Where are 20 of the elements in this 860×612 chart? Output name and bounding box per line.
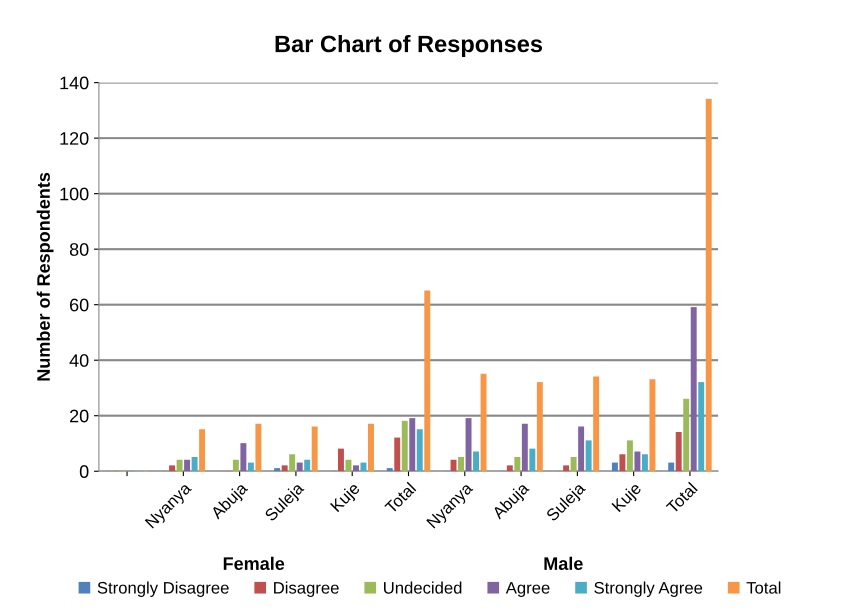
text: Male	[544, 556, 583, 570]
x-tick-label: Kuje	[330, 481, 363, 515]
legend-label: Disagree	[274, 581, 339, 597]
y-tick-label: 100	[60, 188, 88, 200]
legend-label: Strongly Agree	[594, 581, 702, 597]
y-tick-label: 60	[70, 298, 88, 312]
legend-label: Undecided	[384, 581, 462, 594]
y-tick-label: 120	[60, 132, 88, 145]
y-tick-label: 80	[70, 243, 88, 256]
y-tick-label: 40	[70, 354, 88, 367]
legend-label: Total	[746, 581, 780, 594]
y-tick-label: 0	[80, 465, 88, 478]
chart-title: Bar Chart of Responses	[276, 34, 542, 57]
x-tick-label: Kuje	[611, 481, 644, 515]
text: Female	[224, 556, 284, 570]
y-tick-label: 20	[70, 410, 88, 422]
legend-label: Agree	[506, 582, 550, 597]
legend-label: Strongly Disagree	[98, 581, 229, 597]
y-axis-title: Number of Respondents	[36, 172, 54, 381]
y-tick-label: 140	[60, 76, 88, 90]
